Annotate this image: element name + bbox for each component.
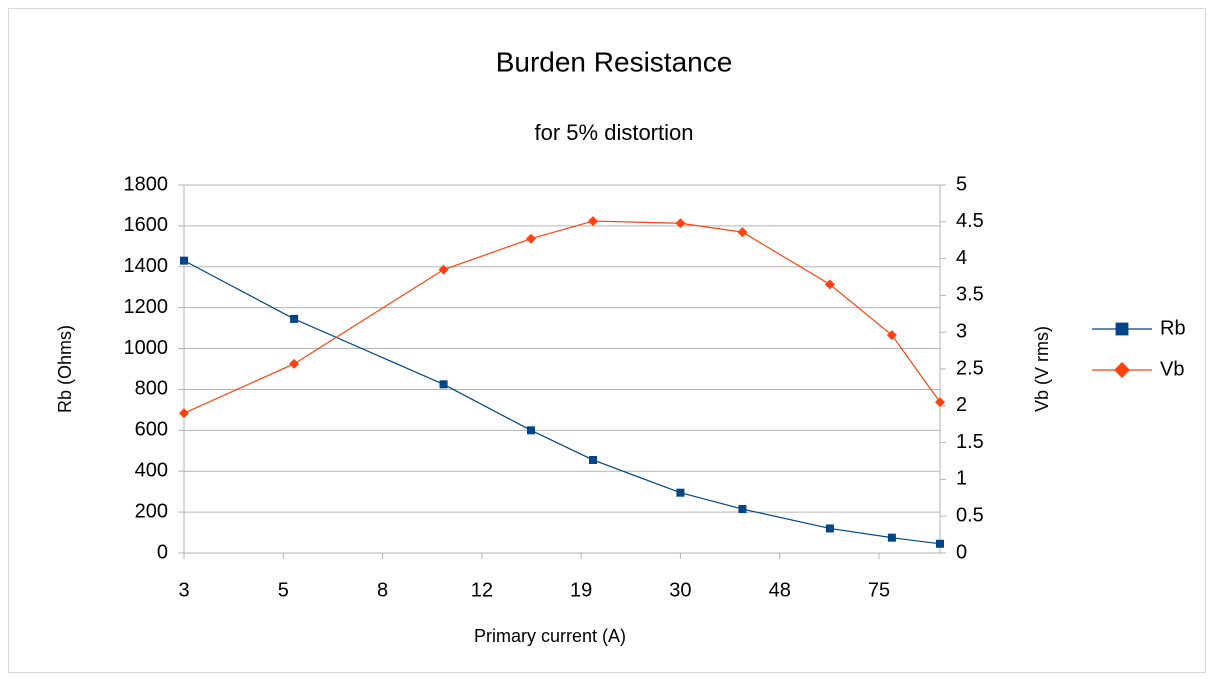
data-point bbox=[675, 218, 686, 229]
y2-axis-title: Vb (V rms) bbox=[1032, 326, 1052, 412]
y2-tick-label: 0.5 bbox=[956, 504, 984, 526]
x-tick-label: 5 bbox=[278, 579, 289, 601]
data-point bbox=[676, 488, 685, 497]
data-point bbox=[737, 227, 748, 238]
data-point bbox=[936, 539, 944, 548]
x-tick-label: 3 bbox=[178, 579, 189, 601]
x-tick-label: 48 bbox=[769, 579, 791, 601]
data-point bbox=[439, 380, 448, 389]
y2-tick-label: 0 bbox=[956, 541, 967, 563]
y2-tick-label: 1.5 bbox=[956, 431, 984, 453]
data-point bbox=[825, 524, 834, 533]
legend-marker bbox=[1114, 362, 1130, 378]
data-point bbox=[824, 279, 835, 290]
y2-tick-label: 4.5 bbox=[956, 210, 984, 232]
y2-tick-label: 2.5 bbox=[956, 357, 984, 379]
data-point bbox=[525, 233, 536, 244]
chart-subtitle: for 5% distortion bbox=[535, 120, 694, 145]
chart-title: Burden Resistance bbox=[496, 46, 733, 77]
y-tick-label: 1800 bbox=[124, 173, 169, 195]
y-tick-label: 800 bbox=[135, 378, 168, 400]
data-point bbox=[738, 505, 747, 514]
y-tick-label: 1600 bbox=[124, 214, 169, 236]
chart-border bbox=[8, 8, 1206, 673]
y-tick-label: 1200 bbox=[124, 296, 169, 318]
data-point bbox=[887, 533, 896, 542]
y2-tick-label: 1 bbox=[956, 468, 967, 490]
y-axis-title: Rb (Ohms) bbox=[55, 325, 75, 413]
legend-label: Vb bbox=[1160, 358, 1184, 380]
series-line bbox=[183, 220, 941, 414]
data-point bbox=[438, 264, 449, 275]
y-tick-label: 400 bbox=[135, 460, 168, 482]
x-tick-label: 19 bbox=[570, 579, 592, 601]
data-point bbox=[589, 455, 598, 464]
data-point bbox=[935, 397, 945, 408]
legend-label: Rb bbox=[1160, 317, 1186, 339]
x-tick-label: 75 bbox=[868, 579, 890, 601]
y2-tick-label: 4 bbox=[956, 247, 967, 269]
x-tick-label: 8 bbox=[377, 579, 388, 601]
y-tick-label: 600 bbox=[135, 419, 168, 441]
data-point bbox=[289, 358, 300, 369]
y2-tick-label: 2 bbox=[956, 394, 967, 416]
y-tick-label: 1400 bbox=[124, 255, 169, 277]
x-tick-label: 12 bbox=[471, 579, 493, 601]
data-point bbox=[588, 216, 599, 227]
data-point bbox=[526, 426, 535, 435]
data-point bbox=[886, 330, 897, 341]
y-tick-label: 200 bbox=[135, 500, 168, 522]
y2-tick-label: 3 bbox=[956, 320, 967, 342]
y-tick-label: 0 bbox=[157, 541, 168, 563]
x-tick-label: 30 bbox=[669, 579, 691, 601]
data-point bbox=[180, 256, 188, 265]
y-tick-label: 1000 bbox=[124, 337, 169, 359]
legend-marker bbox=[1115, 322, 1129, 336]
data-point bbox=[290, 314, 299, 323]
data-point bbox=[179, 408, 189, 419]
y2-tick-label: 3.5 bbox=[956, 284, 984, 306]
series-line bbox=[183, 260, 941, 545]
x-axis-title: Primary current (A) bbox=[474, 626, 626, 646]
y2-tick-label: 5 bbox=[956, 173, 967, 195]
